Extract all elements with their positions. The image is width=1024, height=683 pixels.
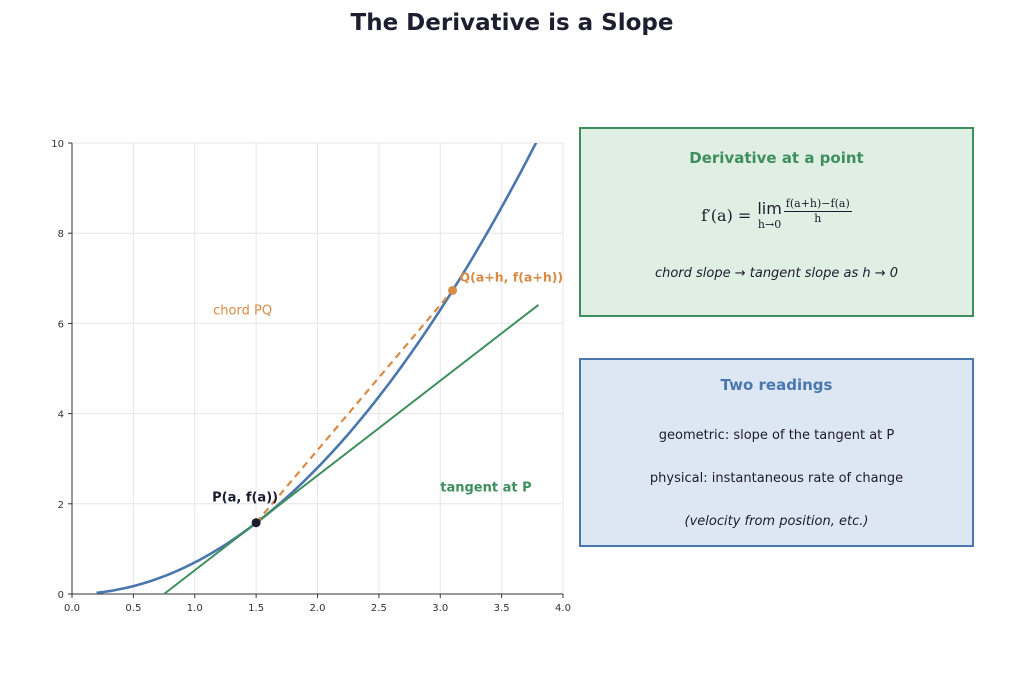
y-tick-label: 10 (51, 139, 64, 150)
function-curve (96, 143, 538, 594)
x-tick-label: 3.5 (494, 603, 510, 614)
y-tick-label: 2 (58, 500, 64, 511)
chord-label: chord PQ (213, 303, 272, 318)
point-p-label: P(a, f(a)) (212, 491, 278, 506)
chord-line (255, 289, 454, 524)
y-tick-label: 6 (58, 319, 64, 330)
y-tick-label: 4 (58, 410, 64, 421)
formula-lim-subscript: h→0 (757, 218, 782, 231)
point-q-label: Q(a+h, f(a+h)) (460, 269, 564, 284)
point-q (448, 285, 458, 295)
reading-geometric: geometric: slope of the tangent at P (658, 428, 895, 443)
readings-panel-title: Two readings (720, 376, 833, 394)
derivative-note: chord slope → tangent slope as h → 0 (654, 266, 899, 281)
formula-denominator: h (814, 212, 822, 225)
reading-physical: physical: instantaneous rate of change (649, 471, 904, 486)
x-tick-label: 0.5 (125, 603, 141, 614)
formula-lhs: f′(a) = (701, 206, 752, 225)
x-tick-label: 1.5 (248, 603, 264, 614)
x-tick-label: 1.0 (187, 603, 203, 614)
tangent-line (163, 304, 540, 595)
readings-panel: Two readings geometric: slope of the tan… (579, 358, 974, 547)
page-title: The Derivative is a Slope (350, 10, 674, 36)
reading-example: (velocity from position, etc.) (684, 514, 869, 529)
x-tick-label: 2.5 (371, 603, 387, 614)
y-tick-label: 8 (58, 229, 64, 240)
derivative-panel-title: Derivative at a point (689, 149, 864, 167)
x-tick-label: 0.0 (64, 603, 80, 614)
y-tick-label: 0 (58, 590, 64, 601)
derivative-formula: f′(a) = lim h→0 f(a+h)−f(a) h (581, 197, 972, 231)
point-p (251, 518, 261, 528)
derivative-panel: Derivative at a point f′(a) = lim h→0 f(… (579, 127, 974, 317)
formula-fraction: f(a+h)−f(a) h (783, 197, 852, 225)
x-tick-label: 4.0 (555, 603, 571, 614)
tangent-label: tangent at P (440, 481, 531, 496)
formula-limit: lim h→0 (757, 199, 782, 231)
x-tick-label: 3.0 (432, 603, 448, 614)
formula-lim-word: lim (757, 199, 782, 218)
formula-numerator: f(a+h)−f(a) (783, 197, 852, 212)
x-tick-label: 2.0 (310, 603, 326, 614)
